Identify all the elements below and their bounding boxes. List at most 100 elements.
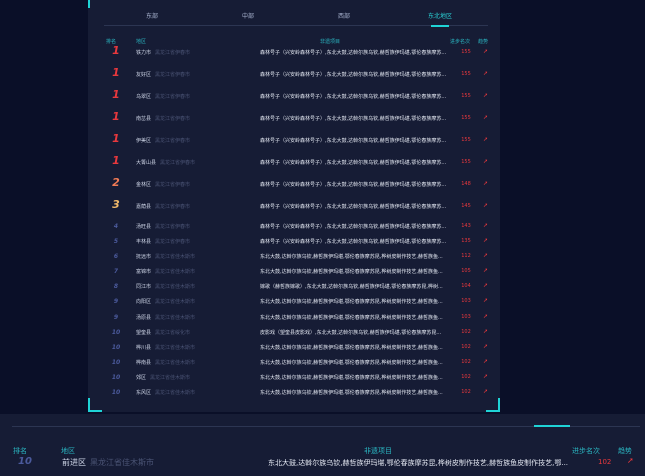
tab-east[interactable]: 东部 xyxy=(145,13,158,20)
project-list: 森林号子（兴安岭森林号子）,东北大鼓,达斡尔族乌钦,赫哲族伊玛堪,鄂伦春族摩苏.… xyxy=(260,94,447,100)
table-row[interactable]: 10 望奎县 黑龙江省绥化市 皮影戏（望奎县皮影戏）,东北大鼓,达斡尔族乌钦,赫哲… xyxy=(88,328,500,342)
table-row[interactable]: 10 桦川县 黑龙江省佳木斯市 东北大鼓,达斡尔族乌钦,赫哲族伊玛堪,鄂伦春族摩苏… xyxy=(88,343,500,357)
progress-value: 102 xyxy=(461,359,471,365)
city-name: 黑龙江省佳木斯市 xyxy=(155,360,196,366)
district-name: 前进区 xyxy=(62,458,86,467)
progress-value: 105 xyxy=(461,268,471,274)
up-arrow-icon: ➚ xyxy=(483,48,489,55)
progress-value: 155 xyxy=(461,49,471,55)
progress-value: 103 xyxy=(461,314,471,320)
city-name: 黑龙江省伊春市 xyxy=(155,50,191,56)
region-name: 汤旺县 黑龙江省伊春市 xyxy=(136,223,190,230)
city-name: 黑龙江省佳木斯市 xyxy=(155,345,196,351)
up-arrow-icon: ➚ xyxy=(483,282,489,289)
region-name: 乌翠区 黑龙江省伊春市 xyxy=(136,93,190,100)
tab-west[interactable]: 西部 xyxy=(337,13,350,20)
region-name: 嘉荫县 黑龙江省伊春市 xyxy=(136,203,190,210)
district-name: 汤原县 xyxy=(136,315,152,321)
scrollbar-thumb[interactable] xyxy=(534,425,570,427)
table-row[interactable]: 1 友好区 黑龙江省伊春市 森林号子（兴安岭森林号子）,东北大鼓,达斡尔族乌钦,赫… xyxy=(88,66,500,84)
up-arrow-icon: ➚ xyxy=(483,313,489,320)
region-name: 汤原县 黑龙江省佳木斯市 xyxy=(136,314,195,321)
up-arrow-icon: ➚ xyxy=(483,267,489,274)
district-name: 桦南县 xyxy=(136,360,152,366)
city-name: 黑龙江省伊春市 xyxy=(155,94,191,100)
corner-decoration xyxy=(88,0,102,8)
ranking-panel: 东部 中部 西部 东北地区 排名 地区 非遗项目 进步名次 趋势 1 铁力市 黑龙… xyxy=(88,0,500,412)
table-row[interactable]: 7 富锦市 黑龙江省佳木斯市 东北大鼓,达斡尔族乌钦,赫哲族伊玛堪,鄂伦春族摩苏昆… xyxy=(88,267,500,281)
project-list: 森林号子（兴安岭森林号子）,东北大鼓,达斡尔族乌钦,赫哲族伊玛堪,鄂伦春族摩苏.… xyxy=(260,160,447,166)
rank-number: 3 xyxy=(112,198,120,211)
rank-number: 1 xyxy=(112,88,120,101)
header-progress: 进步名次 xyxy=(450,39,471,45)
table-row[interactable]: 8 同江市 黑龙江省佳木斯市 嫁歌（赫哲族嫁歌）,东北大鼓,达斡尔族乌钦,赫哲族伊… xyxy=(88,282,500,296)
progress-value: 103 xyxy=(461,298,471,304)
progress-value: 148 xyxy=(461,181,471,187)
header-project: 非遗项目 xyxy=(364,447,392,455)
table-row[interactable]: 1 乌翠区 黑龙江省伊春市 森林号子（兴安岭森林号子）,东北大鼓,达斡尔族乌钦,赫… xyxy=(88,88,500,106)
scrollbar-track[interactable] xyxy=(12,426,640,427)
rank-number: 5 xyxy=(113,238,119,245)
district-name: 富锦市 xyxy=(136,269,152,275)
region-name: 金林区 黑龙江省伊春市 xyxy=(136,181,190,188)
district-name: 伊美区 xyxy=(136,138,152,144)
progress-value: 102 xyxy=(461,344,471,350)
table-row[interactable]: 10 东风区 黑龙江省佳木斯市 东北大鼓,达斡尔族乌钦,赫哲族伊玛堪,鄂伦春族摩苏… xyxy=(88,388,500,402)
table-row[interactable]: 1 伊美区 黑龙江省伊春市 森林号子（兴安岭森林号子）,东北大鼓,达斡尔族乌钦,赫… xyxy=(88,132,500,150)
project-list: 森林号子（兴安岭森林号子）,东北大鼓,达斡尔族乌钦,赫哲族伊玛堪,鄂伦春族摩苏.… xyxy=(260,239,447,245)
rank-number: 7 xyxy=(113,268,119,275)
rank-number: 8 xyxy=(113,283,119,290)
header-region: 地区 xyxy=(136,39,147,45)
table-row[interactable]: 4 汤旺县 黑龙江省伊春市 森林号子（兴安岭森林号子）,东北大鼓,达斡尔族乌钦,赫… xyxy=(88,222,500,236)
table-row[interactable]: 1 大箐山县 黑龙江省伊春市 森林号子（兴安岭森林号子）,东北大鼓,达斡尔族乌钦,… xyxy=(88,154,500,172)
table-row[interactable]: 3 嘉荫县 黑龙江省伊春市 森林号子（兴安岭森林号子）,东北大鼓,达斡尔族乌钦,赫… xyxy=(88,198,500,216)
table-row[interactable]: 9 向阳区 黑龙江省佳木斯市 东北大鼓,达斡尔族乌钦,赫哲族伊玛堪,鄂伦春族摩苏昆… xyxy=(88,297,500,311)
header-project: 非遗项目 xyxy=(320,39,341,45)
progress-value: 102 xyxy=(461,329,471,335)
corner-decoration xyxy=(88,398,102,412)
region-name: 伊美区 黑龙江省伊春市 xyxy=(136,137,190,144)
region-name: 前进区 黑龙江省佳木斯市 xyxy=(62,457,154,468)
table-row[interactable]: 10 郊区 黑龙江省佳木斯市 东北大鼓,达斡尔族乌钦,赫哲族伊玛堪,鄂伦春族摩苏昆… xyxy=(88,373,500,387)
district-name: 汤旺县 xyxy=(136,224,152,230)
region-name: 抚远市 黑龙江省佳木斯市 xyxy=(136,253,195,260)
table-row[interactable]: 1 铁力市 黑龙江省伊春市 森林号子（兴安岭森林号子）,东北大鼓,达斡尔族乌钦,赫… xyxy=(88,44,500,62)
project-list: 东北大鼓,达斡尔族乌钦,赫哲族伊玛堪,鄂伦春族摩苏昆,桦树皮制作技艺,赫哲族鱼.… xyxy=(260,299,443,305)
up-arrow-icon: ➚ xyxy=(483,237,489,244)
rank-number: 1 xyxy=(112,66,120,79)
project-list: 森林号子（兴安岭森林号子）,东北大鼓,达斡尔族乌钦,赫哲族伊玛堪,鄂伦春族摩苏.… xyxy=(260,182,447,188)
corner-decoration xyxy=(486,398,500,412)
progress-value: 104 xyxy=(461,283,471,289)
city-name: 黑龙江省佳木斯市 xyxy=(155,299,196,305)
region-name: 富锦市 黑龙江省佳木斯市 xyxy=(136,268,195,275)
up-arrow-icon: ➚ xyxy=(483,136,489,143)
table-row[interactable]: 9 汤原县 黑龙江省佳木斯市 东北大鼓,达斡尔族乌钦,赫哲族伊玛堪,鄂伦春族摩苏昆… xyxy=(88,313,500,327)
progress-value: 155 xyxy=(461,71,471,77)
city-name: 黑龙江省佳木斯市 xyxy=(90,458,154,467)
rank-number: 4 xyxy=(113,223,119,230)
city-name: 黑龙江省佳木斯市 xyxy=(155,269,196,275)
tab-northeast[interactable]: 东北地区 xyxy=(392,10,488,27)
up-arrow-icon: ➚ xyxy=(483,358,489,365)
table-row[interactable]: 10 桦南县 黑龙江省佳木斯市 东北大鼓,达斡尔族乌钦,赫哲族伊玛堪,鄂伦春族摩苏… xyxy=(88,358,500,372)
table-row[interactable]: 5 丰林县 黑龙江省伊春市 森林号子（兴安岭森林号子）,东北大鼓,达斡尔族乌钦,赫… xyxy=(88,237,500,251)
project-list: 森林号子（兴安岭森林号子）,东北大鼓,达斡尔族乌钦,赫哲族伊玛堪,鄂伦春族摩苏.… xyxy=(260,224,447,230)
rank-number: 9 xyxy=(113,298,119,305)
header-progress: 进步名次 xyxy=(572,447,600,455)
city-name: 黑龙江省绥化市 xyxy=(155,330,191,336)
rank-number: 10 xyxy=(111,389,121,396)
table-row[interactable]: 1 南岔县 黑龙江省伊春市 森林号子（兴安岭森林号子）,东北大鼓,达斡尔族乌钦,赫… xyxy=(88,110,500,128)
table-row[interactable]: 6 抚远市 黑龙江省佳木斯市 东北大鼓,达斡尔族乌钦,赫哲族伊玛堪,鄂伦春族摩苏昆… xyxy=(88,252,500,266)
tab-central[interactable]: 中部 xyxy=(241,13,254,20)
region-name: 向阳区 黑龙江省佳木斯市 xyxy=(136,298,195,305)
project-list: 东北大鼓,达斡尔族乌钦,赫哲族伊玛堪,鄂伦春族摩苏昆,桦树皮制作技艺,赫哲族鱼.… xyxy=(260,375,443,381)
header-rank: 排名 xyxy=(13,447,27,455)
region-name: 铁力市 黑龙江省伊春市 xyxy=(136,49,190,56)
project-list: 东北大鼓,达斡尔族乌钦,赫哲族伊玛堪,鄂伦春族摩苏昆,桦树皮制作技艺,赫哲族鱼.… xyxy=(260,360,443,366)
city-name: 黑龙江省伊春市 xyxy=(155,204,191,210)
city-name: 黑龙江省佳木斯市 xyxy=(155,315,196,321)
table-row[interactable]: 2 金林区 黑龙江省伊春市 森林号子（兴安岭森林号子）,东北大鼓,达斡尔族乌钦,赫… xyxy=(88,176,500,194)
region-name: 友好区 黑龙江省伊春市 xyxy=(136,71,190,78)
up-arrow-icon: ➚ xyxy=(483,180,489,187)
up-arrow-icon: ➚ xyxy=(483,202,489,209)
